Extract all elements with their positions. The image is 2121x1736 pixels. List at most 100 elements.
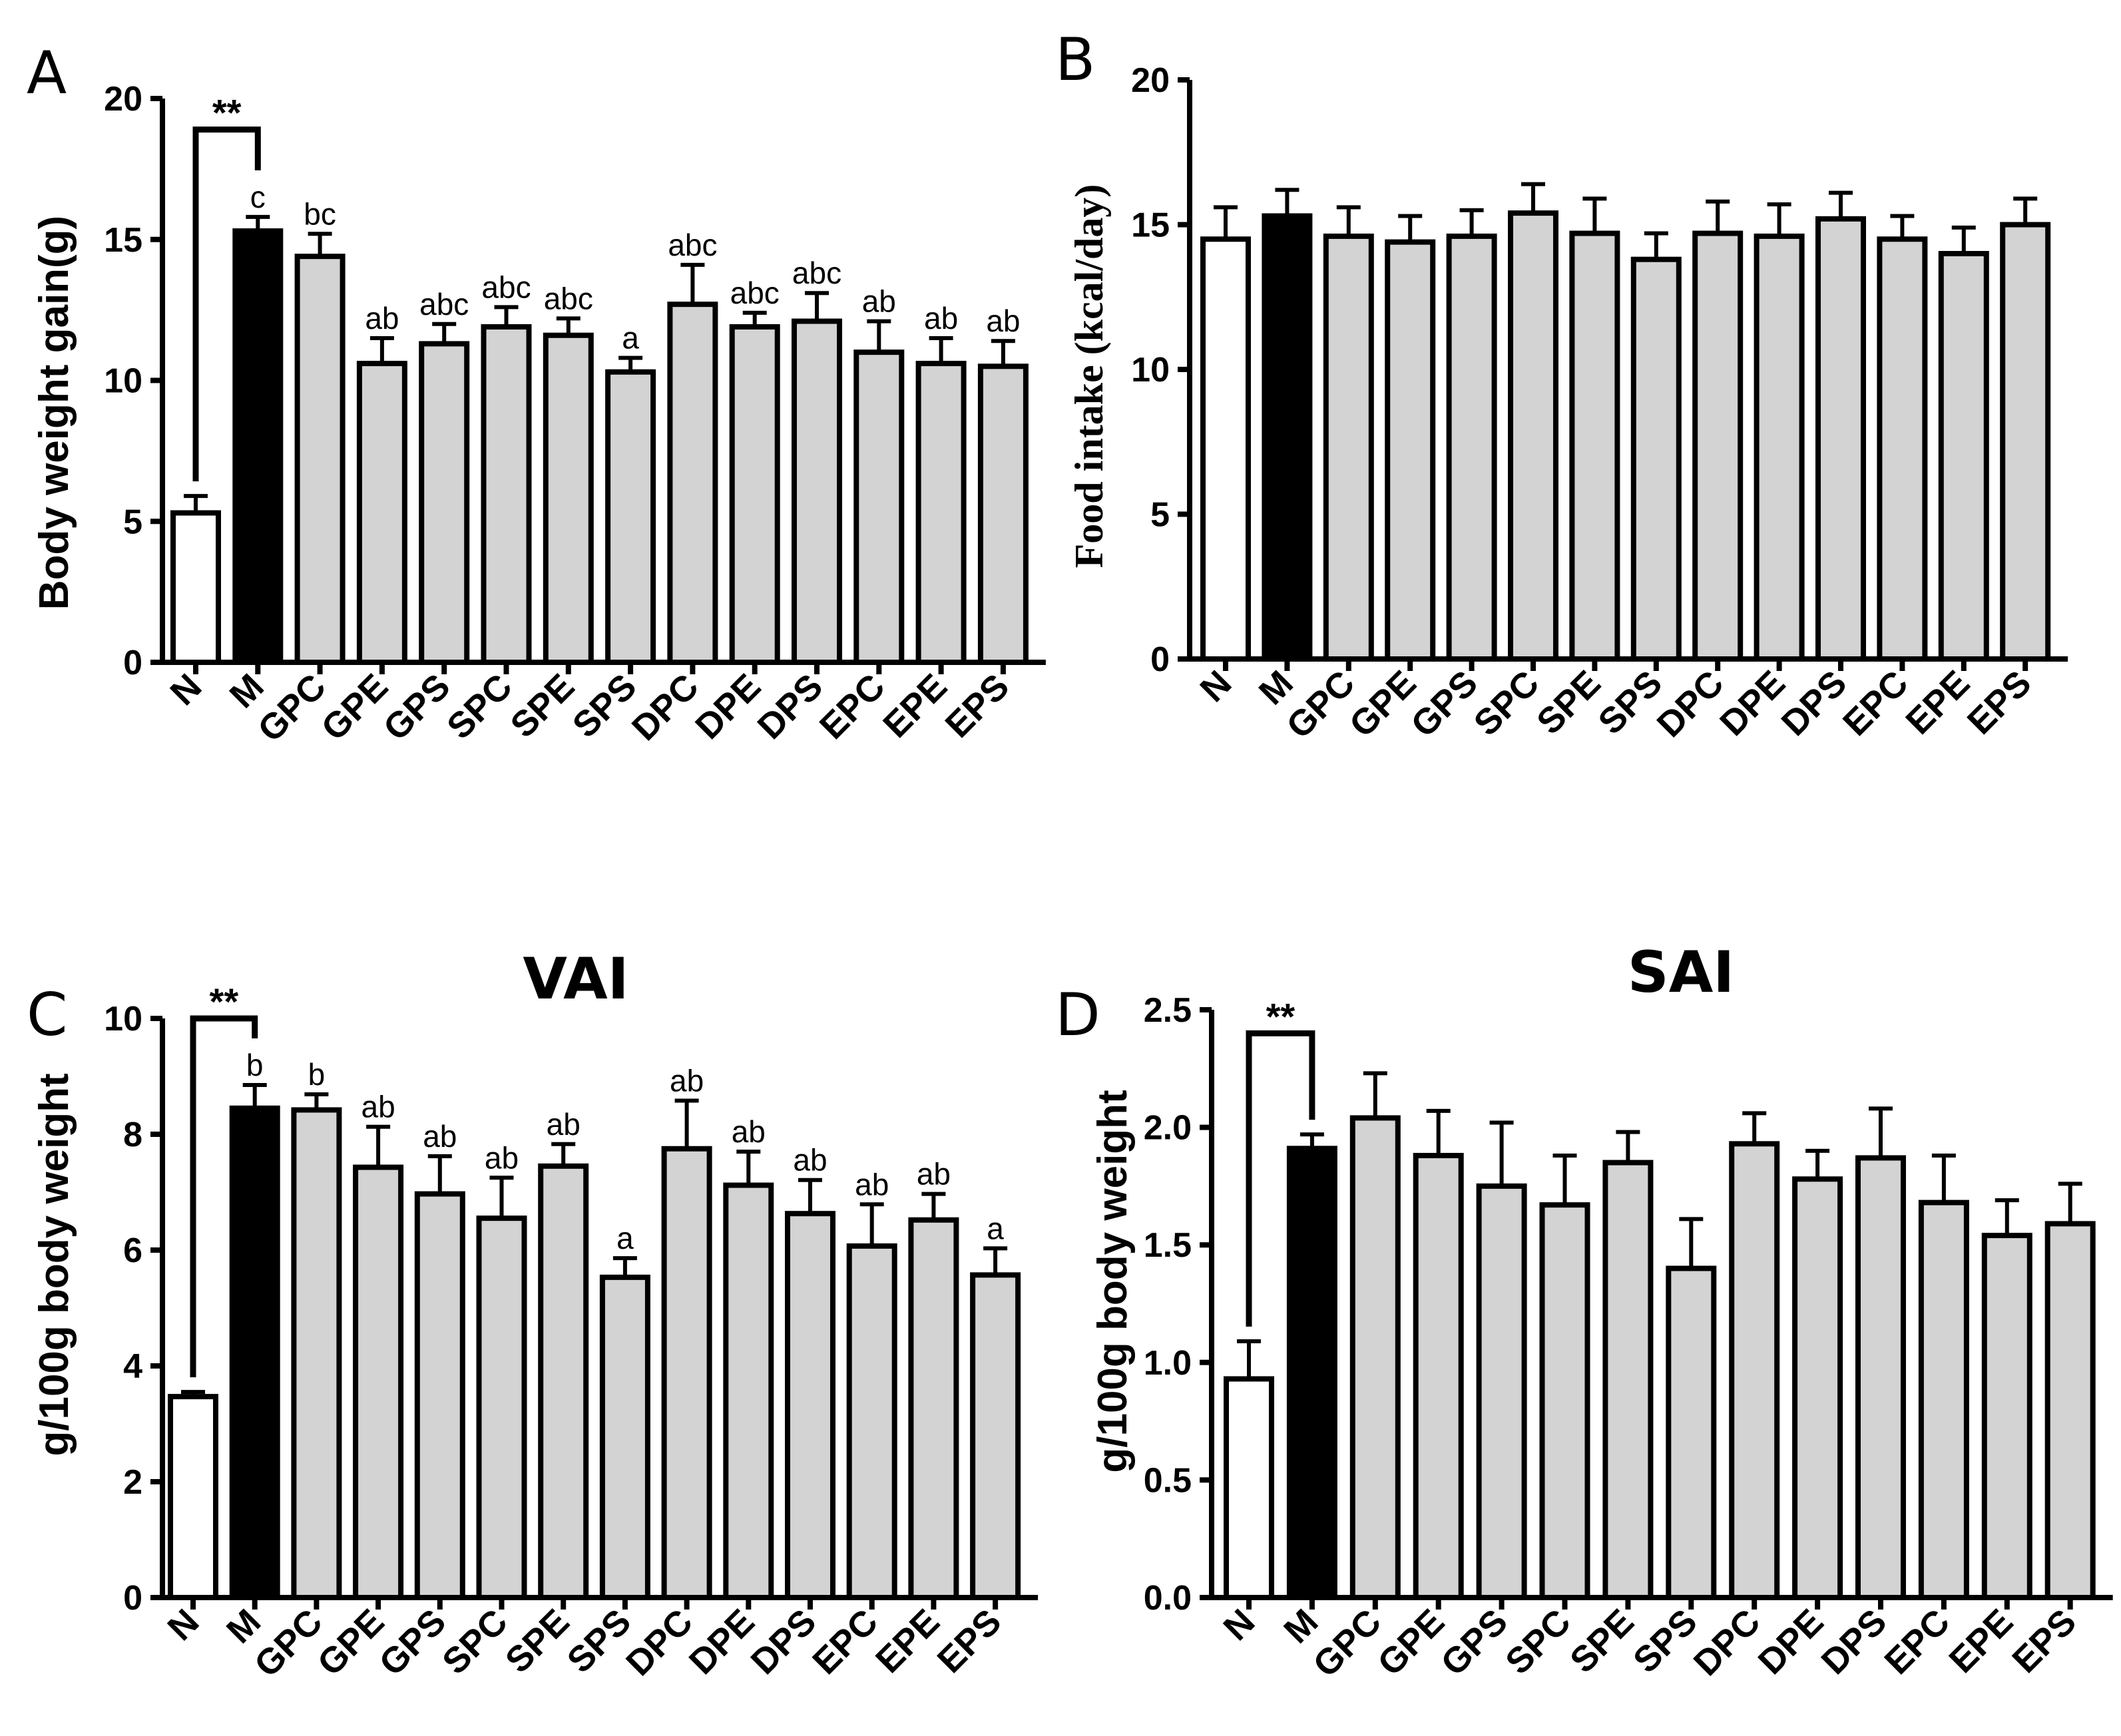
x-tick-label: GPS xyxy=(376,666,458,748)
bar-gpe xyxy=(1413,1152,1464,1600)
y-axis-label-b: Food intake (kcal/day) xyxy=(1067,184,1111,568)
panel-d: D SAI g/100g body weight 0.0 0.5 1.0 1.5 2.0… xyxy=(1055,939,2113,1685)
significance-label: ab xyxy=(732,1114,766,1149)
significance-label: abc xyxy=(792,256,841,290)
bar-eps xyxy=(2044,1221,2096,1600)
bar-gps xyxy=(1446,233,1497,662)
y-tick-label: 0.5 xyxy=(1144,1461,1192,1500)
y-tick-label: 1.5 xyxy=(1144,1226,1192,1265)
bar-dps xyxy=(792,318,842,665)
y-tick-label: 5 xyxy=(123,503,142,541)
x-tick-label: DPC xyxy=(1686,1602,1768,1683)
bar-n xyxy=(1200,236,1251,662)
x-tick-label: GPC xyxy=(247,1602,330,1685)
x-tick-label: DPS xyxy=(1814,1602,1895,1682)
bar-sps xyxy=(599,1274,650,1600)
bar-dpc xyxy=(661,1146,712,1600)
significance-label: a xyxy=(616,1221,634,1255)
x-tick-label: GPC xyxy=(1305,1602,1389,1685)
y-tick-label: 10 xyxy=(104,1000,142,1038)
significance-label: a xyxy=(987,1211,1004,1245)
bar-spe xyxy=(538,1163,589,1600)
x-tick-label: N xyxy=(160,1602,206,1648)
x-tick-label: GPE xyxy=(314,666,395,748)
bar-dpe xyxy=(729,324,780,665)
x-tick-label: DPC xyxy=(618,1602,700,1683)
y-tick-label: 4 xyxy=(123,1347,142,1386)
bar-sps xyxy=(1630,256,1682,662)
significance-label: abc xyxy=(419,287,469,322)
y-tick-label: 1.0 xyxy=(1144,1344,1192,1383)
x-tick-label: SPE xyxy=(503,666,582,746)
y-tick-label: 20 xyxy=(1131,61,1170,100)
x-tick-label: SPS xyxy=(560,1602,639,1681)
significance-label: abc xyxy=(544,281,593,316)
bar-spe xyxy=(543,332,594,665)
x-tick-label: SPC xyxy=(435,1602,515,1682)
panel-label-d: D xyxy=(1055,980,1100,1049)
x-tick-label: EPC xyxy=(805,1602,885,1682)
x-tick-label: EPS xyxy=(1960,663,2039,742)
significance-bracket-label: ** xyxy=(210,980,239,1022)
significance-label: ab xyxy=(986,304,1020,338)
significance-label: a xyxy=(622,321,639,355)
bar-eps xyxy=(970,1272,1021,1601)
bar-spc xyxy=(476,1215,527,1600)
bar-spe xyxy=(1602,1160,1654,1600)
chart-title-d: SAI xyxy=(1628,939,1735,1006)
x-tick-label: EPC xyxy=(1877,1602,1957,1682)
y-tick-label: 15 xyxy=(104,221,142,260)
significance-label: ab xyxy=(365,301,399,335)
y-axis-label-c: g/100g body weight xyxy=(31,1073,77,1456)
significance-label: bc xyxy=(304,196,336,231)
significance-label: ab xyxy=(793,1143,827,1178)
bar-epe xyxy=(1938,251,1989,662)
x-tick-label: EPC xyxy=(812,666,893,747)
bar-gpc xyxy=(291,1107,342,1600)
x-tick-label: DPE xyxy=(1751,1602,1831,1682)
x-tick-label: EPS xyxy=(930,1602,1009,1681)
bar-dps xyxy=(785,1211,835,1600)
bar-epe xyxy=(908,1217,959,1600)
y-tick-label: 2 xyxy=(123,1463,142,1502)
y-tick-label: 8 xyxy=(123,1116,142,1154)
x-tick-label: EPC xyxy=(1835,663,1916,744)
x-tick-label: GPE xyxy=(1342,663,1424,745)
y-axis-label-a: Body weight gain(g) xyxy=(31,216,77,610)
x-tick-label: EPE xyxy=(868,1602,947,1681)
y-tick-label: 10 xyxy=(1131,351,1170,389)
bar-m xyxy=(1286,1146,1337,1600)
x-tick-label: SPS xyxy=(1626,1602,1705,1681)
significance-label: ab xyxy=(361,1090,395,1124)
y-tick-label: 6 xyxy=(123,1231,142,1270)
x-tick-label: DPC xyxy=(1650,663,1732,745)
bar-dps xyxy=(1815,216,1866,662)
y-tick-label: 5 xyxy=(1150,496,1170,535)
panel-label-b: B xyxy=(1055,25,1095,94)
significance-bracket xyxy=(190,1015,258,1378)
x-tick-label: GPC xyxy=(250,666,334,750)
y-tick-label: 10 xyxy=(104,362,142,401)
x-tick-label: GPS xyxy=(1403,663,1485,745)
bar-dpe xyxy=(723,1182,774,1601)
significance-label: abc xyxy=(481,270,531,304)
bar-m xyxy=(1262,213,1313,662)
significance-label: ab xyxy=(485,1140,519,1175)
bar-gpe xyxy=(353,1164,404,1600)
significance-label: b xyxy=(308,1057,326,1092)
y-tick-label: 0.0 xyxy=(1144,1579,1192,1618)
x-tick-label: SPE xyxy=(1529,663,1608,742)
bar-gps xyxy=(1476,1183,1527,1600)
significance-label: ab xyxy=(547,1107,581,1142)
bar-epc xyxy=(846,1243,897,1601)
significance-label: abc xyxy=(668,228,717,262)
y-tick-label: 20 xyxy=(104,80,142,118)
x-tick-label: EPE xyxy=(875,666,955,746)
bar-dpc xyxy=(1692,230,1744,662)
x-tick-label: SPC xyxy=(1498,1602,1578,1682)
bar-epc xyxy=(1877,236,1928,662)
y-tick-label: 0 xyxy=(123,1579,142,1618)
x-tick-label: N xyxy=(1216,1602,1262,1648)
